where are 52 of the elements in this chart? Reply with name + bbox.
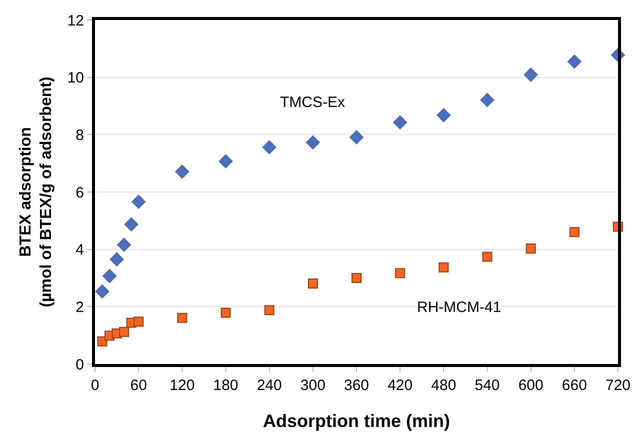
point: [264, 305, 274, 316]
point: [218, 154, 233, 168]
point: [117, 238, 132, 252]
y-axis-title: BTEX adsorption (µmol of BTEX/g of adsorbent): [17, 76, 56, 308]
point: [393, 115, 408, 130]
point: [524, 68, 538, 82]
series-label: TMCS-Ex: [280, 94, 346, 111]
x-tick-label: 240: [256, 377, 282, 394]
x-tick-label: 660: [562, 377, 587, 394]
x-tick-label: 360: [344, 377, 370, 394]
point: [262, 140, 276, 154]
point: [482, 252, 492, 262]
point: [177, 312, 188, 323]
point: [124, 217, 138, 232]
y-tick-label: 6: [76, 184, 84, 202]
point: [438, 262, 449, 272]
y-tick-label: 2: [76, 298, 84, 316]
point: [350, 130, 364, 144]
x-tick-label: 720: [605, 377, 631, 394]
x-tick-label: 420: [388, 377, 413, 394]
point: [119, 326, 130, 337]
y-tick-label: 8: [76, 126, 84, 144]
point: [526, 243, 536, 254]
x-tick-label: 180: [213, 377, 238, 394]
point: [308, 278, 318, 288]
point: [132, 194, 146, 209]
point: [95, 284, 110, 298]
point: [569, 227, 580, 238]
point: [102, 268, 117, 283]
series-label: RH-MCM-41: [417, 299, 502, 316]
point: [436, 108, 451, 122]
point: [134, 316, 144, 327]
y-tick-label: 10: [67, 70, 84, 87]
point: [175, 164, 190, 179]
y-tick-label: 4: [76, 242, 84, 259]
y-tick-label: 12: [67, 12, 84, 30]
x-axis-title: Adsorption time (min): [263, 411, 450, 432]
x-tick-label: 0: [90, 377, 100, 394]
x-tick-label: 540: [474, 377, 500, 394]
x-tick-label: 60: [130, 377, 147, 394]
point: [110, 252, 124, 266]
point: [220, 308, 231, 318]
y-tick-label: 0: [76, 356, 84, 374]
point: [480, 92, 494, 107]
point: [352, 273, 362, 283]
x-tick-label: 300: [300, 377, 326, 394]
x-tick-label: 120: [170, 377, 195, 394]
point: [395, 268, 406, 278]
x-tick-label: 600: [518, 377, 544, 394]
point: [567, 54, 582, 69]
x-tick-label: 480: [431, 377, 456, 394]
point: [306, 135, 320, 150]
